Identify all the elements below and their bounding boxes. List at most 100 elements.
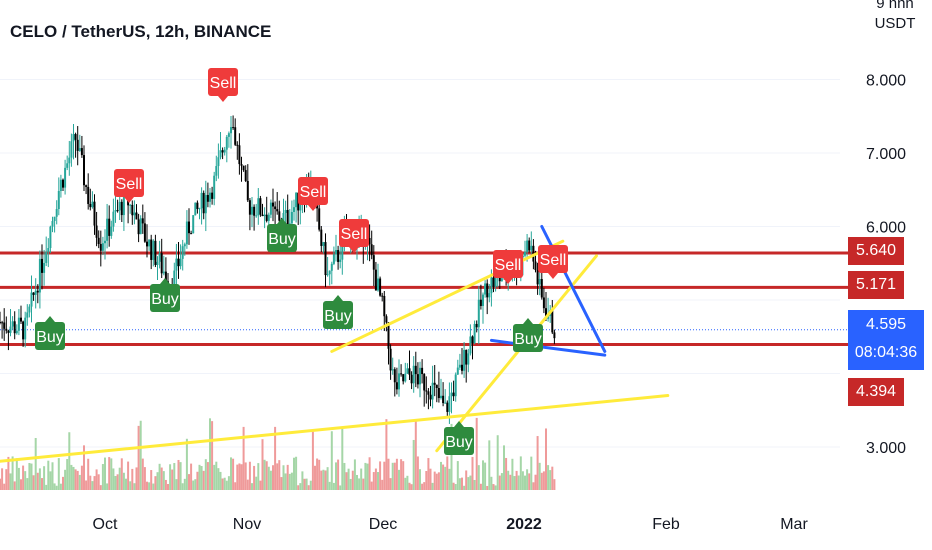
volume-bar (13, 481, 16, 490)
volume-bar (553, 479, 556, 490)
volume-bar (108, 457, 111, 490)
candle-body (528, 240, 531, 251)
candle-body (542, 297, 545, 309)
volume-bar (209, 418, 211, 490)
volume-bar (99, 485, 102, 490)
volume-bar (528, 473, 531, 490)
volume-bar (492, 484, 495, 490)
candle-body (404, 373, 407, 382)
signal-sell: Sell (114, 169, 144, 203)
volume-bar (74, 469, 77, 490)
volume-bar (379, 461, 382, 490)
volume-bar (349, 478, 352, 490)
signal-label: Sell (116, 176, 143, 193)
volume-bar (473, 479, 476, 490)
volume-bar (118, 467, 121, 490)
candle-body (162, 271, 165, 274)
unit-label: 9 nnn USDT (866, 0, 924, 34)
chart-title: CELO / TetherUS, 12h, BINANCE (10, 22, 272, 41)
volume-bar (425, 471, 428, 490)
volume-bar (32, 475, 35, 490)
volume-bar (440, 461, 442, 490)
volume-bar (259, 480, 262, 490)
volume-bar (55, 485, 58, 490)
y-tick-label: 6.000 (866, 220, 906, 237)
candle-body (467, 353, 470, 365)
candle-body (160, 253, 163, 274)
candle-body (246, 180, 249, 201)
price-label-support: 4.394 (848, 378, 904, 406)
volume-bar (353, 459, 356, 490)
volume-bar (227, 476, 230, 490)
volume-bar (526, 469, 529, 490)
candle-body (7, 330, 10, 333)
candle-body (139, 218, 142, 235)
volume-bar (47, 460, 50, 490)
volume-bar (169, 464, 172, 490)
volume-bar (66, 459, 69, 490)
volume-bar (540, 472, 543, 490)
signal-sell: Sell (339, 219, 369, 253)
candle-body (137, 219, 140, 235)
candle-body (414, 365, 417, 375)
candle-body (129, 204, 132, 206)
signal-label: Sell (300, 184, 327, 201)
volume-bar (101, 464, 104, 490)
volume-bar (301, 471, 304, 490)
volume-bar (9, 473, 12, 490)
signal-buy: Buy (444, 421, 474, 455)
volume-bar (370, 481, 373, 490)
x-tick-label: Nov (233, 516, 261, 533)
volume-bar (234, 482, 237, 490)
volume-bar (78, 474, 81, 490)
candle-body (429, 394, 432, 400)
volume-bar (211, 421, 214, 490)
candle-body (47, 248, 50, 252)
volume-bar (398, 469, 400, 490)
candle-body (389, 348, 392, 371)
signal-box (150, 284, 180, 312)
signal-sell: Sell (298, 177, 328, 211)
candle-body (59, 179, 62, 192)
volume-bar (64, 469, 67, 490)
signal-pointer (523, 318, 533, 324)
volume-bar (442, 464, 445, 490)
volume-bar (217, 468, 220, 490)
volume-bar (316, 458, 319, 490)
volume-bar (11, 456, 14, 490)
volume-bar (7, 456, 10, 490)
candle-body (448, 396, 451, 412)
candle-body (553, 332, 556, 339)
candle-body (259, 198, 262, 215)
candle-body (282, 212, 285, 223)
volume-bar (112, 468, 115, 490)
y-axis[interactable]: 8.000 7.000 6.000 3.000 (866, 73, 906, 458)
unit-line-1: 9 nnn (876, 0, 914, 12)
volume-bar (152, 483, 155, 490)
volume-bar (534, 474, 537, 490)
volume-bar (530, 456, 533, 490)
signal-pointer (45, 316, 55, 322)
volume-bar (278, 460, 281, 490)
volume-bar (517, 475, 520, 490)
volume-bar (307, 485, 310, 490)
volume-bar (72, 466, 75, 490)
volume-bar (475, 417, 478, 490)
signal-label: Sell (495, 257, 522, 274)
volume-bar (3, 483, 6, 490)
volume-bar (68, 432, 71, 490)
volume-bar (154, 476, 157, 490)
candle-body (423, 374, 426, 391)
candle-body (473, 323, 476, 344)
candle-body (244, 170, 247, 181)
x-tick-label: Oct (93, 516, 118, 533)
volume-bar (131, 468, 134, 490)
y-tick-label: 7.000 (866, 146, 906, 163)
candle-body (425, 390, 428, 392)
x-axis[interactable]: Oct Nov Dec 2022 Feb Mar (93, 516, 809, 533)
signal-pointer (548, 273, 558, 279)
candle-body (444, 402, 447, 404)
volume-bar (408, 482, 411, 490)
signal-buy: Buy (150, 278, 180, 312)
